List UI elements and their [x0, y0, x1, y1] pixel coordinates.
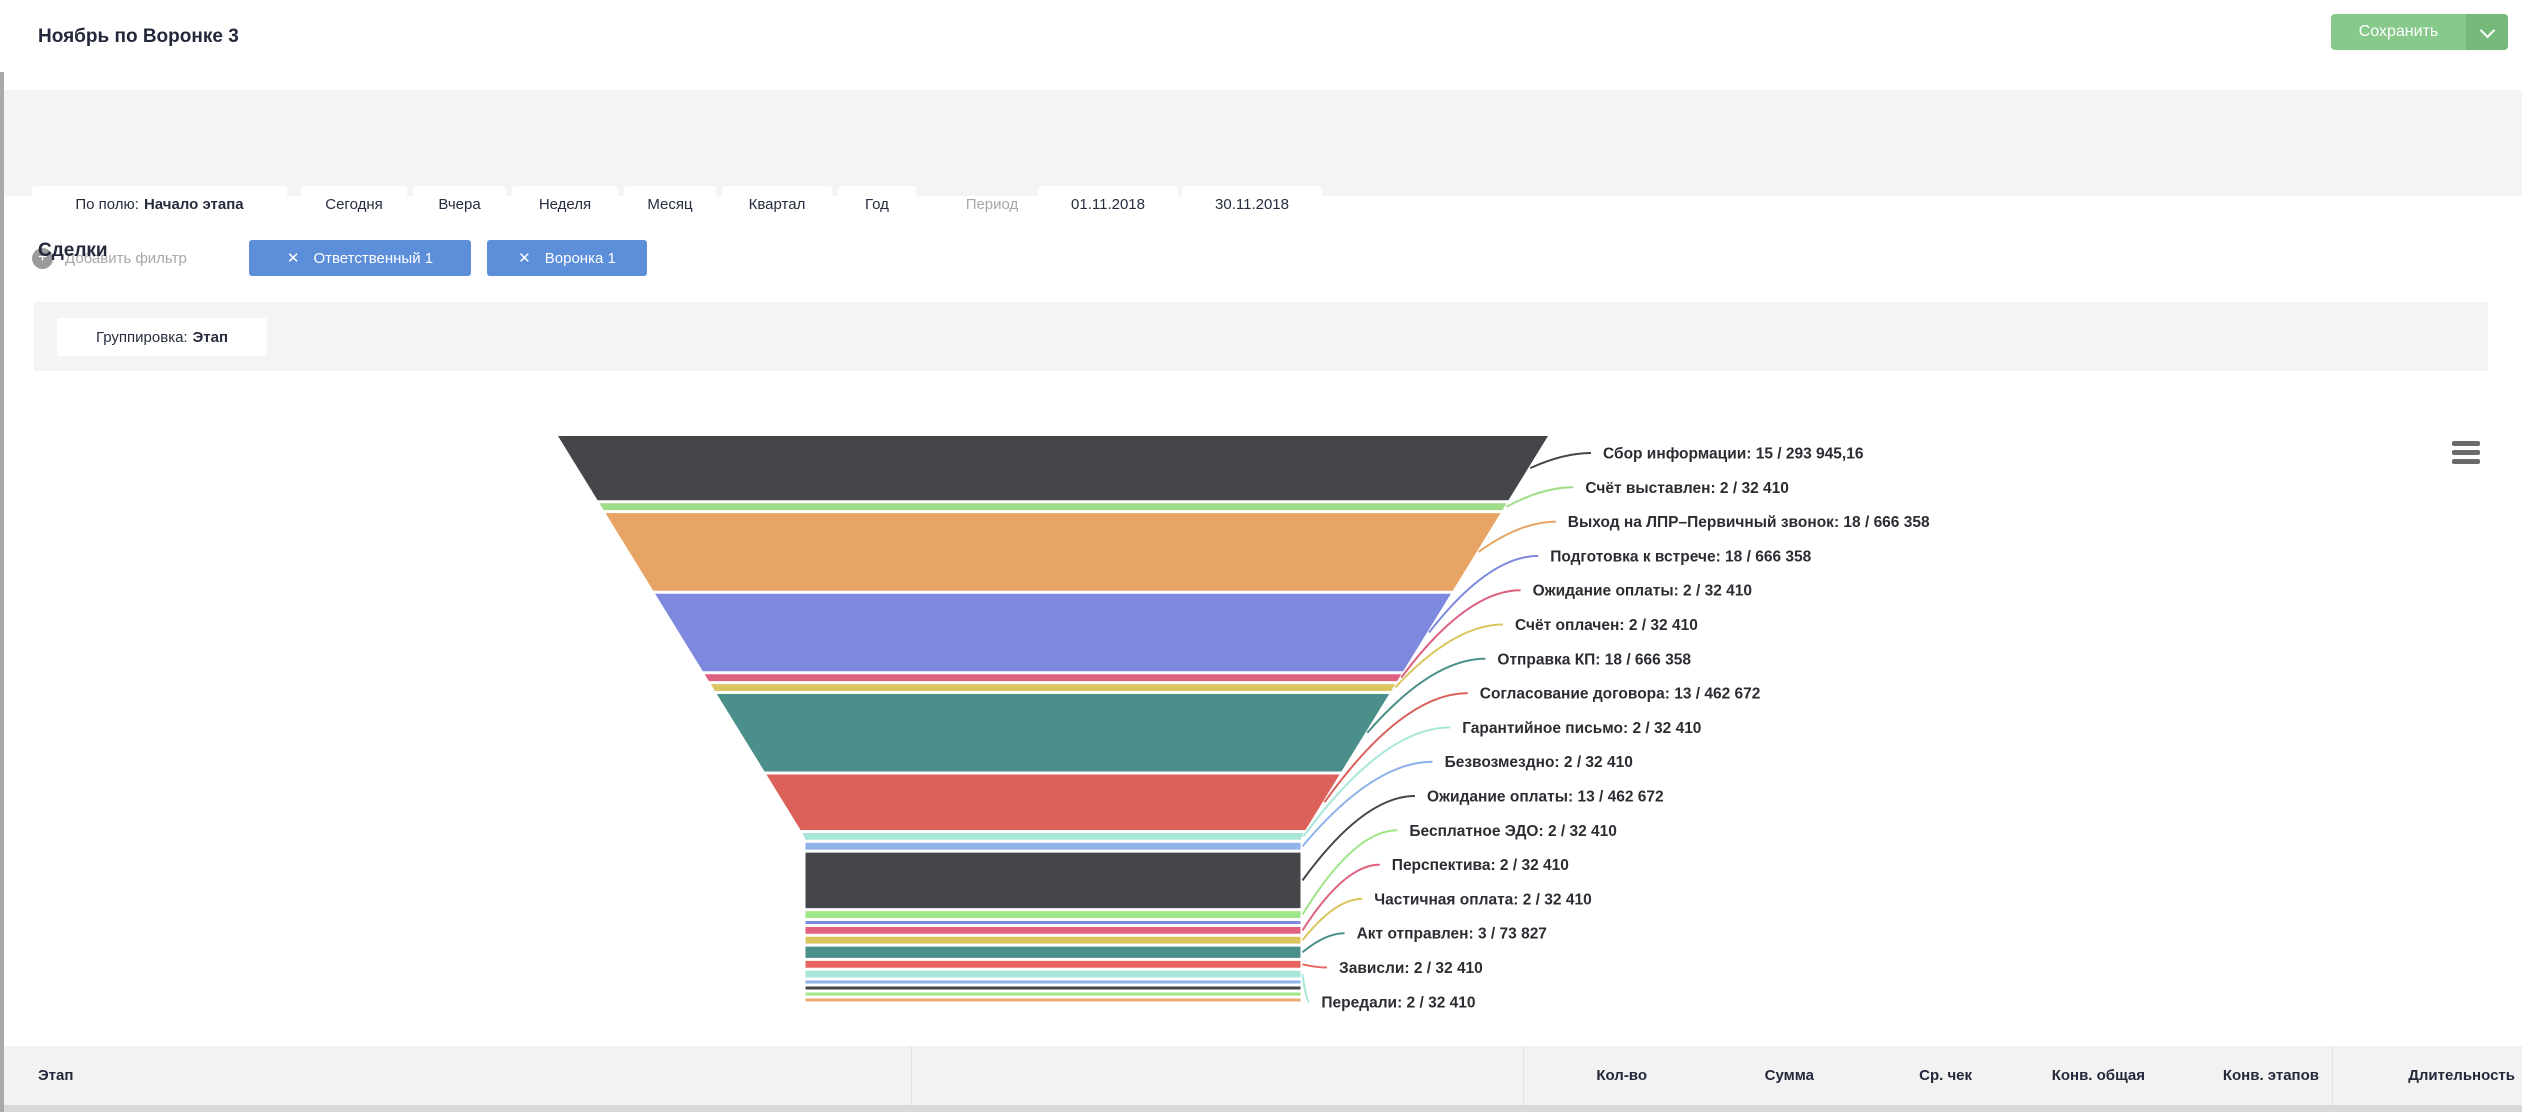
funnel-segment[interactable]	[805, 946, 1301, 958]
funnel-leader-line	[1301, 829, 1398, 916]
funnel-segment[interactable]	[605, 513, 1501, 591]
close-icon[interactable]: ✕	[518, 250, 531, 267]
field-selector-button[interactable]: По полю: Начало этапа	[32, 186, 287, 222]
funnel-segment[interactable]	[805, 936, 1301, 944]
funnel-leader-line	[1301, 760, 1433, 847]
close-icon[interactable]: ✕	[286, 250, 300, 267]
funnel-segment[interactable]	[805, 992, 1301, 996]
page-header: Ноябрь по Воронке 3 Сохранить	[0, 0, 2522, 90]
funnel-stage-label: Подготовка к встрече: 18 / 666 358	[1550, 548, 1811, 565]
period-button-month[interactable]: Месяц	[624, 186, 716, 222]
page-title: Ноябрь по Воронке 3	[38, 26, 239, 47]
funnel-segment[interactable]	[710, 684, 1396, 691]
save-button-label[interactable]: Сохранить	[2331, 14, 2466, 50]
funnel-stage-label: Перспектива: 2 / 32 410	[1392, 857, 1569, 874]
funnel-segment[interactable]	[805, 986, 1301, 990]
period-button-year[interactable]: Год	[838, 186, 916, 222]
funnel-leader-line	[1301, 974, 1310, 1003]
funnel-stage-label: Передали: 2 / 32 410	[1321, 994, 1475, 1011]
save-button[interactable]: Сохранить	[2331, 14, 2508, 50]
funnel-segment[interactable]	[805, 920, 1301, 924]
date-from-field[interactable]: 01.11.2018	[1038, 186, 1178, 222]
funnel-stage-label: Счёт выставлен: 2 / 32 410	[1585, 480, 1788, 497]
funnel-stage-label: Счёт оплачен: 2 / 32 410	[1515, 617, 1698, 634]
filter-chip-responsible[interactable]: ✕ Ответственный 1	[249, 240, 471, 276]
field-selector-prefix: По полю:	[75, 195, 139, 213]
funnel-stage-label: Ожидание оплаты: 13 / 462 672	[1427, 789, 1664, 806]
table-header-stage: Этап	[38, 1067, 74, 1084]
funnel-leader-line	[1301, 932, 1345, 954]
funnel-segment[interactable]	[716, 693, 1390, 772]
funnel-stage-label: Акт отправлен: 3 / 73 827	[1357, 926, 1547, 943]
section-title-deals: Сделки	[38, 240, 108, 261]
funnel-segment[interactable]	[704, 674, 1402, 682]
table-header-count: Кол-во	[1596, 1067, 1647, 1084]
funnel-leader-line	[1301, 863, 1380, 931]
funnel-segment[interactable]	[805, 911, 1301, 918]
filter-chip-label: Ответственный 1	[313, 249, 434, 267]
funnel-segment[interactable]	[805, 960, 1301, 968]
funnel-stage-label: Отправка КП: 18 / 666 358	[1497, 651, 1691, 668]
grouping-value: Этап	[192, 328, 229, 346]
funnel-segment[interactable]	[805, 980, 1301, 984]
save-dropdown-button[interactable]	[2466, 14, 2508, 50]
period-button-quarter[interactable]: Квартал	[722, 186, 832, 222]
filter-chip-label: Воронка 1	[544, 249, 616, 267]
field-selector-value: Начало этапа	[143, 195, 244, 213]
funnel-stage-label: Сбор информации: 15 / 293 945,16	[1603, 446, 1864, 463]
funnel-stage-label: Безвозмездно: 2 / 32 410	[1445, 754, 1633, 771]
funnel-leader-line	[1505, 486, 1574, 508]
funnel-stage-label: Зависли: 2 / 32 410	[1339, 960, 1483, 977]
table-header-conv-total: Конв. общая	[2051, 1067, 2145, 1084]
funnel-segment[interactable]	[766, 774, 1340, 830]
bottom-strip	[0, 1105, 2522, 1112]
funnel-stage-label: Согласование договора: 13 / 462 672	[1480, 686, 1761, 703]
funnel-segment[interactable]	[805, 842, 1301, 850]
funnel-leader-line	[1301, 795, 1416, 881]
grouping-band	[34, 302, 2488, 371]
funnel-segment[interactable]	[655, 593, 1451, 672]
filter-bar: По полю: Начало этапа Сегодня Вчера Неде…	[0, 90, 2522, 276]
funnel-leader-line	[1529, 452, 1592, 470]
period-button-today[interactable]: Сегодня	[301, 186, 407, 222]
funnel-stage-label: Ожидание оплаты: 2 / 32 410	[1533, 583, 1752, 600]
table-header-conv-stages: Конв. этапов	[2222, 1067, 2319, 1084]
table-header-sum: Сумма	[1764, 1067, 1814, 1084]
add-filter-button[interactable]: + Добавить фильтр	[32, 240, 187, 276]
funnel-segment[interactable]	[805, 926, 1301, 934]
table-column-divider	[2332, 1046, 2333, 1105]
add-filter-label: Добавить фильтр	[65, 249, 187, 267]
funnel-segment[interactable]	[558, 436, 1548, 501]
plus-icon: +	[32, 247, 53, 269]
filter-chip-funnel[interactable]: ✕ Воронка 1	[487, 240, 647, 276]
funnel-segment[interactable]	[805, 852, 1301, 909]
period-label: Период	[965, 195, 1019, 213]
period-button-week[interactable]: Неделя	[512, 186, 618, 222]
page-edge-scrollbar[interactable]	[0, 72, 4, 1112]
table-header-avg-check: Ср. чек	[1919, 1067, 1972, 1084]
grouping-prefix: Группировка:	[95, 328, 188, 346]
table-header-bar	[0, 1046, 2522, 1105]
funnel-leader-line	[1302, 963, 1328, 969]
funnel-segment[interactable]	[802, 832, 1304, 840]
funnel-stage-label: Частичная оплата: 2 / 32 410	[1374, 891, 1592, 908]
funnel-stage-label: Выход на ЛПР–Первичный звонок: 18 / 666 …	[1568, 514, 1930, 531]
table-column-divider	[1523, 1046, 1524, 1105]
table-column-divider	[911, 1046, 912, 1105]
table-header-duration: Длительность	[2408, 1067, 2515, 1084]
chart-menu-icon[interactable]	[2452, 441, 2480, 468]
grouping-button[interactable]: Группировка: Этап	[57, 318, 267, 356]
funnel-segment[interactable]	[599, 503, 1507, 511]
date-to-field[interactable]: 30.11.2018	[1182, 186, 1322, 222]
funnel-stage-label: Гарантийное письмо: 2 / 32 410	[1462, 720, 1701, 737]
period-button-yesterday[interactable]: Вчера	[413, 186, 506, 222]
funnel-stage-label: Бесплатное ЭДО: 2 / 32 410	[1409, 823, 1617, 840]
funnel-segment[interactable]	[805, 998, 1301, 1002]
chevron-down-icon	[2479, 22, 2495, 38]
funnel-segment[interactable]	[805, 970, 1301, 978]
funnel-leader-line	[1301, 897, 1363, 941]
